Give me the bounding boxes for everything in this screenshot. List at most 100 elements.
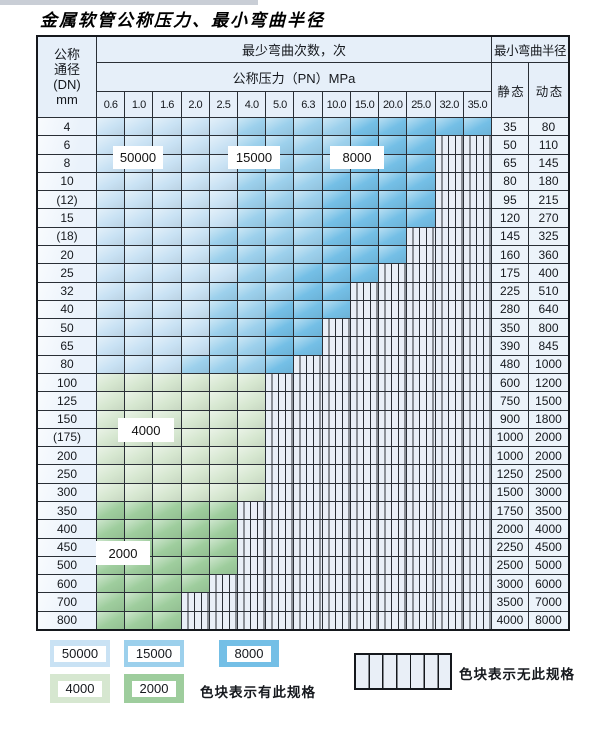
spec-cell — [266, 118, 294, 136]
dynamic-radius-cell: 270 — [528, 209, 568, 227]
static-radius-cell: 80 — [491, 172, 528, 191]
dynamic-radius-cell: 2000 — [528, 428, 568, 447]
spec-cell — [153, 374, 181, 392]
no-spec-cell — [350, 355, 379, 373]
no-spec-cell — [350, 575, 379, 593]
legend-swatch-15000: 15000 — [124, 640, 184, 667]
static-radius-cell: 4000 — [491, 611, 528, 629]
spec-cell — [153, 575, 181, 593]
legend-hatch-swatch — [354, 653, 452, 690]
pressure-tick: 25.0 — [407, 92, 435, 117]
no-spec-cell — [407, 282, 435, 300]
no-spec-cell — [266, 447, 294, 465]
no-spec-cell — [407, 502, 435, 520]
spec-cell — [153, 209, 181, 227]
dynamic-radius-cell: 640 — [528, 300, 568, 319]
header-min-radius: 最小弯曲半径 — [491, 37, 568, 62]
no-spec-cell — [463, 392, 491, 410]
spec-cell — [125, 227, 153, 245]
no-spec-cell — [350, 319, 379, 337]
no-spec-cell — [350, 337, 379, 355]
legend-swatch-label: 50000 — [53, 645, 107, 662]
no-spec-cell — [407, 428, 435, 447]
spec-cell — [238, 227, 266, 245]
spec-cell — [209, 392, 238, 410]
no-spec-cell — [407, 556, 435, 575]
spec-cell — [209, 319, 238, 337]
header-bend-cycles: 最少弯曲次数，次 — [97, 37, 491, 62]
dynamic-radius-cell: 3000 — [528, 483, 568, 501]
spec-cell — [209, 556, 238, 575]
no-spec-cell — [435, 447, 463, 465]
no-spec-cell — [463, 136, 491, 154]
region-label-8000: 8000 — [330, 146, 384, 169]
spec-cell — [97, 520, 125, 538]
no-spec-cell — [407, 227, 435, 245]
static-radius-cell: 175 — [491, 264, 528, 282]
spec-cell — [181, 465, 209, 483]
no-spec-cell — [266, 502, 294, 520]
no-spec-cell — [379, 355, 407, 373]
no-spec-cell — [350, 428, 379, 447]
spec-cell — [97, 227, 125, 245]
static-radius-cell: 160 — [491, 246, 528, 264]
header-dn-line: 公称 — [53, 47, 80, 62]
spec-table: 公称 通径 (DN) mm 最少弯曲次数，次 最小弯曲半径 公称压力（PN）MP… — [36, 35, 570, 631]
pressure-tick: 0.6 — [97, 92, 125, 117]
no-spec-cell — [350, 410, 379, 428]
spec-cell — [209, 502, 238, 520]
no-spec-cell — [407, 538, 435, 556]
spec-cell — [153, 520, 181, 538]
dynamic-radius-cell: 110 — [528, 136, 568, 154]
no-spec-cell — [463, 264, 491, 282]
dn-cell: 250 — [38, 465, 96, 483]
spec-cell — [238, 264, 266, 282]
static-radius-cell: 3000 — [491, 575, 528, 593]
spec-cell — [322, 227, 350, 245]
spec-cell — [181, 136, 209, 154]
spec-cell — [209, 337, 238, 355]
no-spec-cell — [322, 392, 350, 410]
spec-cell — [153, 502, 181, 520]
spec-cell — [266, 264, 294, 282]
pressure-tick: 2.0 — [181, 92, 209, 117]
spec-cell — [294, 191, 322, 209]
no-spec-cell — [266, 520, 294, 538]
no-spec-cell — [322, 502, 350, 520]
spec-cell — [209, 483, 238, 501]
spec-cell — [379, 246, 407, 264]
no-spec-cell — [294, 465, 322, 483]
spec-cell — [266, 337, 294, 355]
no-spec-cell — [266, 392, 294, 410]
dn-cell: 200 — [38, 447, 96, 465]
no-spec-cell — [322, 374, 350, 392]
spec-cell — [266, 246, 294, 264]
static-radius-cell: 120 — [491, 209, 528, 227]
no-spec-cell — [350, 300, 379, 319]
spec-cell — [294, 136, 322, 154]
no-spec-cell — [266, 538, 294, 556]
spec-cell — [97, 264, 125, 282]
spec-cell — [181, 246, 209, 264]
spec-cell — [238, 337, 266, 355]
no-spec-cell — [209, 575, 238, 593]
no-spec-cell — [435, 538, 463, 556]
spec-cell — [181, 227, 209, 245]
dynamic-radius-cell: 510 — [528, 282, 568, 300]
no-spec-cell — [463, 300, 491, 319]
no-spec-cell — [238, 502, 266, 520]
dynamic-radius-cell: 800 — [528, 319, 568, 337]
static-radius-cell: 2500 — [491, 556, 528, 575]
no-spec-cell — [463, 465, 491, 483]
no-spec-cell — [463, 319, 491, 337]
spec-cell — [209, 465, 238, 483]
no-spec-cell — [350, 465, 379, 483]
dynamic-radius-cell: 3500 — [528, 502, 568, 520]
dn-cell: 8 — [38, 154, 96, 172]
no-spec-cell — [463, 282, 491, 300]
no-spec-cell — [350, 520, 379, 538]
spec-cell — [209, 264, 238, 282]
no-spec-cell — [350, 611, 379, 629]
no-spec-cell — [407, 319, 435, 337]
no-spec-cell — [379, 556, 407, 575]
